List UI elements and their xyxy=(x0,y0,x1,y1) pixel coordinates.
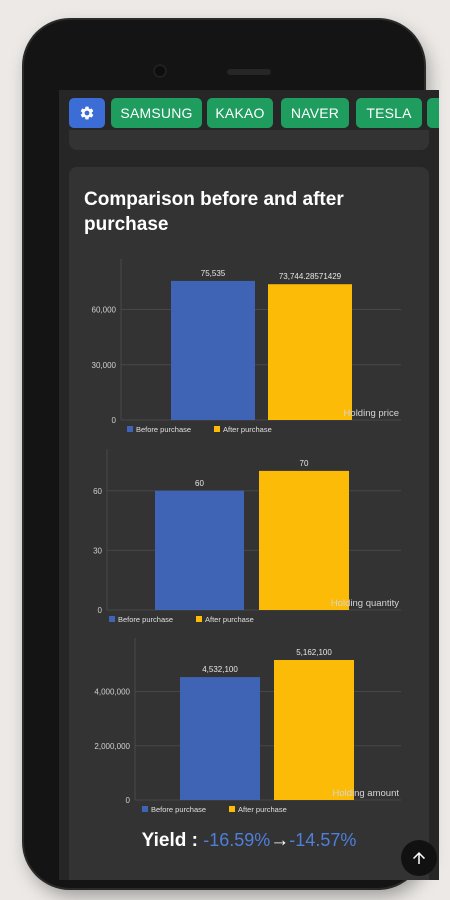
y-tick-label: 30,000 xyxy=(92,361,117,370)
yield-after-value: -14.57% xyxy=(289,830,357,850)
phone-frame: SAMSUNG KAKAO NAVER TESLA Comparison bef… xyxy=(24,20,439,888)
data-label: 60 xyxy=(195,479,204,488)
bar xyxy=(155,490,244,610)
legend-label: After purchase xyxy=(238,805,287,814)
bar xyxy=(259,470,349,610)
legend-swatch xyxy=(214,426,220,432)
previous-card-edge xyxy=(69,130,429,150)
legend-label: After purchase xyxy=(223,425,272,434)
tab-tesla[interactable]: TESLA xyxy=(356,98,422,128)
bar xyxy=(268,284,352,420)
legend-label: Before purchase xyxy=(151,805,206,814)
settings-button[interactable] xyxy=(69,98,105,128)
comparison-card: Comparison before and after purchase 0 30… xyxy=(69,167,429,880)
y-tick-label: 0 xyxy=(98,606,103,615)
legend-swatch xyxy=(142,806,148,812)
yield-before-value: -16.59% xyxy=(203,830,271,850)
yield-summary: Yield : -16.59%→-14.57% xyxy=(59,830,439,852)
front-camera xyxy=(155,66,165,76)
bar xyxy=(180,677,260,800)
tab-kakao[interactable]: KAKAO xyxy=(207,98,273,128)
legend-label: Before purchase xyxy=(136,425,191,434)
yield-arrow: → xyxy=(270,830,290,851)
scroll-to-top-button[interactable] xyxy=(401,840,437,876)
stock-tab-bar: SAMSUNG KAKAO NAVER TESLA xyxy=(59,98,439,130)
bar xyxy=(171,280,255,420)
y-tick-label: 2,000,000 xyxy=(94,742,130,751)
legend-swatch xyxy=(109,616,115,622)
legend-swatch xyxy=(196,616,202,622)
data-label: 73,744.28571429 xyxy=(279,272,342,281)
y-tick-label: 60 xyxy=(93,487,102,496)
y-tick-label: 0 xyxy=(112,416,117,425)
legend-label: Before purchase xyxy=(118,615,173,624)
y-tick-label: 30 xyxy=(93,546,102,555)
app-screen: SAMSUNG KAKAO NAVER TESLA Comparison bef… xyxy=(59,90,439,880)
bar xyxy=(274,660,354,800)
chart-title: Holding amount xyxy=(332,788,399,799)
tab-next-partial[interactable] xyxy=(427,98,439,128)
y-tick-label: 60,000 xyxy=(92,306,117,315)
data-label: 4,532,100 xyxy=(202,665,238,674)
legend-swatch xyxy=(229,806,235,812)
arrow-up-icon xyxy=(413,852,425,864)
legend-label: After purchase xyxy=(205,615,254,624)
tab-samsung[interactable]: SAMSUNG xyxy=(111,98,202,128)
charts-area: 0 30,000 60,000 75,535 73,744.28571429 Holdin… xyxy=(92,259,401,814)
yield-label: Yield : xyxy=(141,830,198,851)
y-tick-label: 4,000,000 xyxy=(94,688,130,697)
tab-naver[interactable]: NAVER xyxy=(281,98,349,128)
data-label: 5,162,100 xyxy=(296,648,332,657)
data-label: 75,535 xyxy=(201,269,226,278)
legend-swatch xyxy=(127,426,133,432)
gear-icon xyxy=(80,106,94,120)
data-label: 70 xyxy=(300,459,309,468)
chart-title: Holding price xyxy=(344,408,399,419)
y-tick-label: 0 xyxy=(126,796,131,805)
card-title: Comparison before and after purchase xyxy=(84,189,344,235)
earpiece-speaker xyxy=(227,69,271,75)
chart-title: Holding quantity xyxy=(331,598,399,609)
